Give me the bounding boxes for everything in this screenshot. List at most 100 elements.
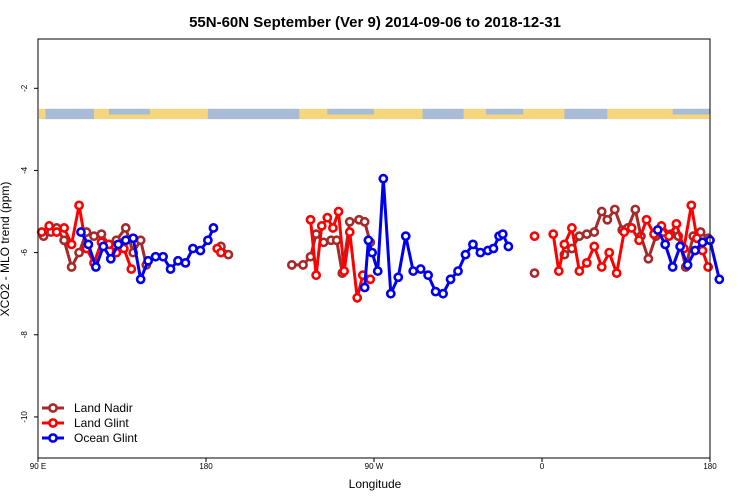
land-glint-point: [126, 264, 137, 274]
land-nadir-point: [344, 216, 355, 227]
land-glint-point: [619, 227, 630, 237]
land-nadir-point: [609, 204, 620, 215]
land-nadir-point: [59, 235, 70, 246]
x-axis: 90 E 180 90 W 0 180: [30, 458, 717, 471]
ocean-glint-point: [697, 237, 708, 248]
land-glint-point: [339, 266, 350, 276]
land-nadir-point: [589, 227, 600, 237]
ocean-glint-point: [475, 247, 486, 258]
land-nadir-point: [359, 216, 370, 227]
band-ocean: [486, 108, 524, 115]
land-nadir-point: [581, 229, 592, 240]
ocean-glint-point: [359, 282, 370, 293]
land-nadir-point: [96, 229, 107, 240]
y-tick-label: -6: [20, 249, 29, 257]
ocean-glint-point: [105, 253, 116, 264]
band-ocean: [327, 108, 374, 115]
land-nadir-point: [74, 247, 84, 258]
legend-marker-land-glint: [48, 418, 58, 428]
land-nadir-point: [529, 268, 540, 279]
land-glint-point: [44, 221, 55, 231]
land-glint-point: [703, 262, 714, 272]
ocean-glint-point: [667, 262, 678, 272]
ocean-glint-point: [158, 251, 168, 262]
land-glint-point: [74, 200, 84, 211]
band-ocean: [564, 108, 608, 120]
ocean-glint-point: [488, 243, 499, 254]
y-tick-label: -2: [20, 84, 29, 92]
ocean-glint-point: [113, 239, 124, 250]
band-ocean: [45, 108, 94, 120]
x-tick-label: 180: [703, 462, 717, 471]
y-tick-label: -8: [20, 331, 29, 339]
land-glint-point: [604, 247, 615, 258]
land-glint-point: [634, 235, 644, 246]
ocean-glint-point: [128, 233, 139, 244]
legend-label-land-nadir: Land Nadir: [74, 401, 133, 415]
ocean-glint-point: [363, 235, 374, 246]
ocean-glint-point: [400, 231, 411, 242]
ocean-glint-point: [173, 255, 183, 266]
ocean-glint-point: [714, 274, 725, 285]
land-glint-point: [322, 212, 333, 223]
land-glint-point: [216, 247, 226, 258]
ocean-glint-point: [83, 239, 94, 250]
land-glint-point: [311, 270, 322, 281]
land-glint-point: [344, 227, 355, 237]
ocean-glint-point: [415, 264, 426, 274]
land-glint-point: [553, 266, 564, 276]
land-nadir-point: [298, 260, 308, 270]
ocean-glint-point: [188, 243, 198, 254]
ocean-glint-line: [363, 177, 510, 296]
ocean-glint-point: [460, 249, 471, 260]
ocean-glint-point: [195, 245, 206, 256]
ocean-glint-point: [690, 245, 700, 256]
land-glint-point: [559, 239, 570, 250]
land-glint-point: [566, 223, 577, 233]
land-glint-point: [596, 262, 607, 272]
ocean-glint-point: [408, 266, 419, 276]
land-nadir-point: [135, 235, 146, 246]
legend-label-land-glint: Land Glint: [74, 416, 129, 430]
land-glint-point: [529, 231, 540, 242]
land-glint-point: [36, 227, 47, 237]
land-ocean-band: [39, 108, 710, 120]
land-glint-point: [574, 266, 585, 276]
ocean-glint-point: [503, 241, 514, 252]
ocean-glint-point: [675, 241, 686, 252]
band-ocean: [108, 108, 150, 115]
band-ocean: [672, 108, 710, 115]
ocean-glint-point: [423, 270, 434, 281]
land-nadir-point: [286, 260, 297, 270]
land-glint-point: [59, 223, 70, 233]
y-axis: -2 -4 -6 -8 -10: [20, 84, 38, 423]
land-nadir-point: [66, 262, 77, 272]
x-tick-label: 180: [199, 462, 213, 471]
land-glint-point: [581, 257, 592, 268]
land-glint-point: [664, 231, 674, 242]
land-nadir-point: [643, 253, 654, 264]
land-glint-point: [365, 274, 376, 285]
series-layer: [36, 173, 725, 303]
ocean-glint-point: [453, 266, 463, 276]
y-axis-label: XCO2 - MLO trend (ppm): [0, 182, 12, 317]
land-nadir-point: [596, 206, 607, 217]
band-ocean: [207, 108, 300, 120]
ocean-glint-point: [143, 255, 154, 266]
ocean-glint-point: [393, 272, 404, 283]
land-glint-point: [66, 239, 77, 250]
ocean-glint-point: [652, 225, 663, 235]
land-nadir-point: [630, 204, 641, 215]
ocean-glint-point: [150, 251, 161, 262]
ocean-glint-point: [202, 235, 213, 246]
ocean-glint-point: [120, 235, 131, 246]
chart-title: 55N-60N September (Ver 9) 2014-09-06 to …: [189, 14, 561, 31]
ocean-glint-point: [438, 288, 448, 299]
ocean-glint-point: [76, 227, 86, 237]
ocean-glint-point: [90, 262, 101, 272]
ocean-glint-point: [385, 288, 396, 299]
ocean-glint-point: [165, 264, 176, 274]
land-nadir-point: [120, 223, 131, 233]
